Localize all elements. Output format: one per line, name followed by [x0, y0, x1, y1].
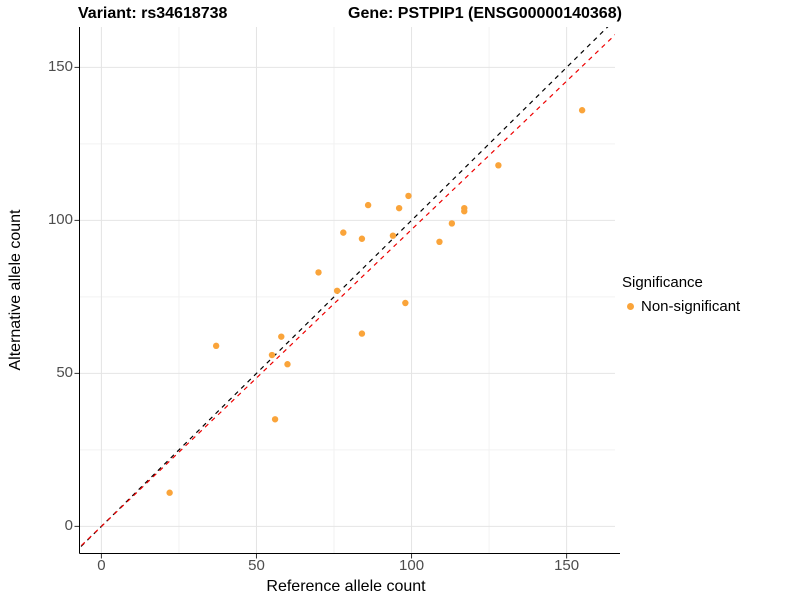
data-point [448, 220, 456, 227]
data-point [402, 299, 409, 307]
data-point [364, 201, 372, 209]
data-point [461, 204, 468, 212]
identity-line [80, 27, 609, 549]
y-axis-title: Alternative allele count [7, 209, 24, 371]
legend: Significance Non-significant [622, 274, 740, 315]
x-tick-label: 0 [97, 557, 106, 574]
data-point [405, 192, 412, 200]
legend-item-label: Non-significant [641, 298, 741, 315]
data-point [212, 342, 220, 350]
data-point [166, 489, 173, 496]
data-point [389, 232, 397, 239]
variant-title: Variant: rs34618738 [78, 5, 228, 22]
y-tick-label: 100 [47, 211, 73, 229]
y-tick-label: 150 [47, 58, 73, 76]
data-point [315, 269, 322, 276]
x-tick-label: 100 [399, 557, 425, 574]
non-significant-point-icon [627, 303, 634, 310]
legend-title: Significance [622, 274, 703, 291]
x-axis-title: Reference allele count [266, 578, 426, 595]
data-point [495, 162, 502, 169]
legend-item-non-significant: Non-significant [622, 298, 740, 315]
gene-title: Gene: PSTPIP1 (ENSG00000140368) [348, 5, 622, 22]
data-point [340, 229, 347, 236]
data-point [358, 330, 366, 337]
fit-line [80, 34, 615, 548]
y-tick-label: 50 [56, 364, 73, 382]
data-point [333, 287, 341, 294]
x-tick-label: 150 [554, 557, 580, 574]
data-point [278, 333, 285, 340]
data-point [271, 416, 279, 423]
data-point [436, 238, 443, 246]
data-point [284, 361, 291, 368]
data-point [358, 235, 366, 242]
data-point [268, 351, 276, 359]
x-tick-label: 50 [248, 557, 265, 574]
y-tick-label: 0 [64, 517, 73, 535]
data-point [395, 204, 403, 212]
data-point [578, 107, 586, 114]
legend-key [622, 303, 639, 310]
